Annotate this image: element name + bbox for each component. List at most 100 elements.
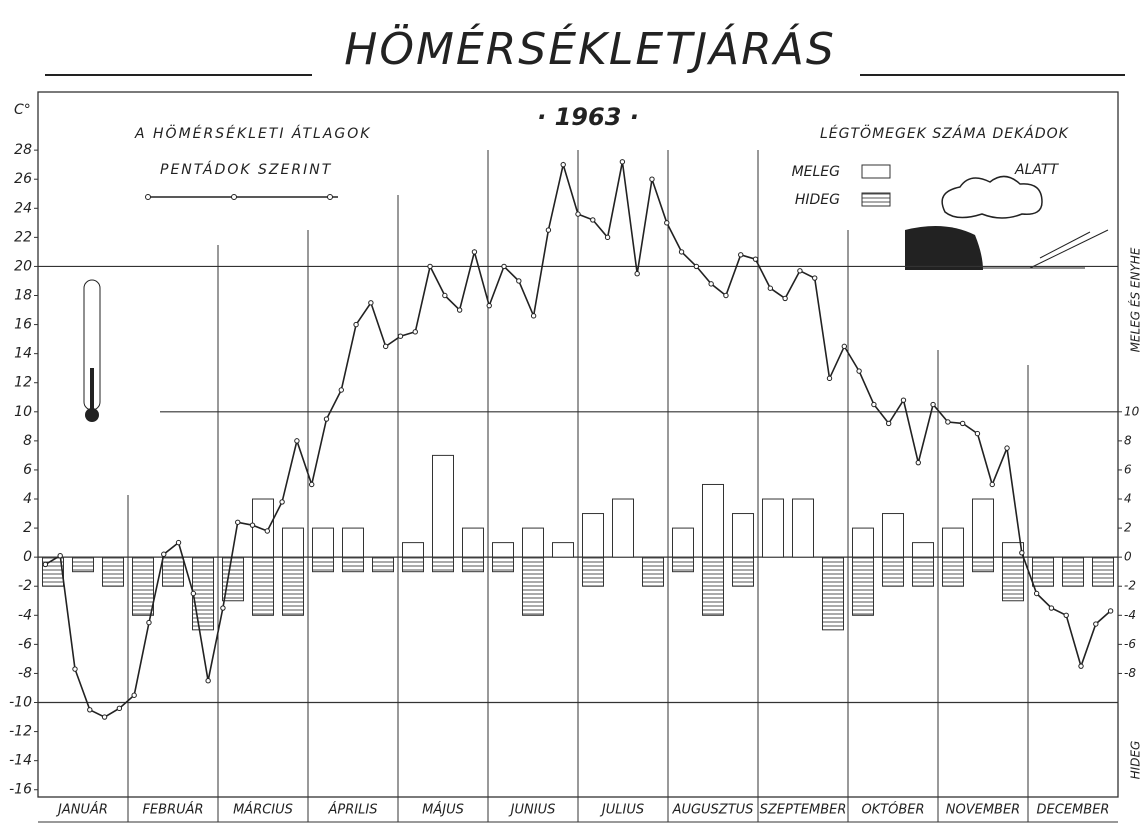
y-tick-label: 14: [14, 346, 32, 362]
temperature-point: [383, 344, 387, 348]
temperature-point: [1049, 606, 1053, 610]
temperature-point: [886, 421, 890, 425]
y-tick-label: 6: [23, 462, 32, 478]
y2-label: HIDEG: [1129, 741, 1143, 780]
temperature-point: [487, 303, 491, 307]
y2-tick-label: -8: [1124, 666, 1136, 680]
x-tick-label: DECEMBER: [1037, 803, 1110, 818]
y2-label: MELEG ÉS ENYHE: [1128, 247, 1143, 352]
temperature-point: [1020, 551, 1024, 555]
legend-swatch: [862, 193, 890, 206]
temperature-point: [58, 554, 62, 558]
legend-point: [232, 195, 237, 200]
warm-bar: [673, 528, 694, 557]
y-tick-label: -8: [18, 665, 32, 681]
y2-tick-label: 4: [1124, 492, 1132, 506]
temperature-point: [665, 221, 669, 225]
temperature-point: [457, 308, 461, 312]
cold-bar: [493, 557, 514, 572]
y2-tick-label: -4: [1124, 608, 1136, 622]
warm-bar: [493, 543, 514, 558]
cold-bar: [643, 557, 664, 586]
temperature-point: [354, 322, 358, 326]
y-tick-label: -2: [18, 578, 32, 594]
y-tick-label: 2: [23, 520, 32, 536]
temperature-point: [739, 253, 743, 257]
y2-tick-label: 0: [1124, 550, 1132, 564]
temperature-point: [265, 529, 269, 533]
y-tick-label: 26: [14, 171, 32, 187]
legend-label: MELEG: [792, 164, 841, 180]
warm-bar: [883, 514, 904, 558]
temperature-point: [309, 482, 313, 486]
cold-bar: [373, 557, 394, 572]
warm-bar: [613, 499, 634, 557]
temperature-point: [502, 264, 506, 268]
y2-tick-label: 2: [1124, 521, 1132, 535]
temperature-point: [975, 431, 979, 435]
warm-bar: [943, 528, 964, 557]
temperature-point: [73, 667, 77, 671]
temperature-point: [798, 269, 802, 273]
temperature-point: [842, 344, 846, 348]
chart: HÖMÉRSÉKLETJÁRÁS · 1963 · C° A HÖMÉRSÉKL…: [0, 0, 1144, 824]
cold-bar: [103, 557, 124, 586]
temperature-point: [280, 500, 284, 504]
temperature-point: [117, 706, 121, 710]
thermometer-icon: [84, 280, 100, 422]
temperature-point: [1108, 609, 1112, 613]
temperature-point: [1064, 613, 1068, 617]
y-tick-label: 20: [14, 258, 32, 274]
temperature-point: [650, 177, 654, 181]
temperature-point: [561, 162, 565, 166]
y-tick-label: -6: [18, 636, 32, 652]
warm-bar: [973, 499, 994, 557]
x-tick-label: ÁPRILIS: [328, 802, 378, 818]
temperature-point: [605, 235, 609, 239]
cold-bar: [163, 557, 184, 586]
x-tick-label: NOVEMBER: [946, 803, 1020, 818]
cold-bar: [673, 557, 694, 572]
cold-bar: [433, 557, 454, 572]
temperature-point: [783, 296, 787, 300]
warm-bar: [403, 543, 424, 558]
y-tick-label: -12: [9, 724, 32, 740]
temperature-point: [931, 402, 935, 406]
cold-bar: [283, 557, 304, 615]
temperature-point: [88, 708, 92, 712]
temperature-point: [324, 417, 328, 421]
temperature-point: [472, 250, 476, 254]
x-tick-label: JUNIUS: [508, 803, 556, 818]
cold-bar: [913, 557, 934, 586]
chart-subtitle: · 1963 ·: [537, 103, 639, 131]
temperature-point: [872, 402, 876, 406]
warm-bar: [553, 543, 574, 558]
temperature-point: [813, 276, 817, 280]
cold-bar: [883, 557, 904, 586]
temperature-point: [531, 314, 535, 318]
x-tick-label: OKTÓBER: [861, 802, 924, 818]
temperature-point: [43, 562, 47, 566]
temperature-point: [250, 523, 254, 527]
temperature-point: [176, 540, 180, 544]
legend-swatch: [862, 165, 890, 178]
temperature-point: [1094, 622, 1098, 626]
y2-tick-label: 6: [1124, 462, 1132, 476]
chart-title: HÖMÉRSÉKLETJÁRÁS: [344, 22, 836, 75]
cold-bar: [973, 557, 994, 572]
legend-label: PENTÁDOK SZERINT: [160, 161, 332, 178]
cold-bar: [703, 557, 724, 615]
y-tick-label: -14: [9, 753, 32, 769]
temperature-point: [724, 293, 728, 297]
cold-bar: [403, 557, 424, 572]
annotation: A HÖMÉRSÉKLETI ÁTLAGOK: [134, 124, 371, 142]
warm-bar: [313, 528, 334, 557]
annotation: LÉGTÖMEGEK SZÁMA DEKÁDOK: [820, 124, 1070, 142]
annotation: ALATT: [1014, 162, 1059, 178]
temperature-point: [295, 439, 299, 443]
x-tick-label: MÁRCIUS: [233, 802, 293, 818]
warm-bar: [733, 514, 754, 558]
temperature-point: [916, 460, 920, 464]
cold-bar: [133, 557, 154, 615]
cold-bar: [313, 557, 334, 572]
